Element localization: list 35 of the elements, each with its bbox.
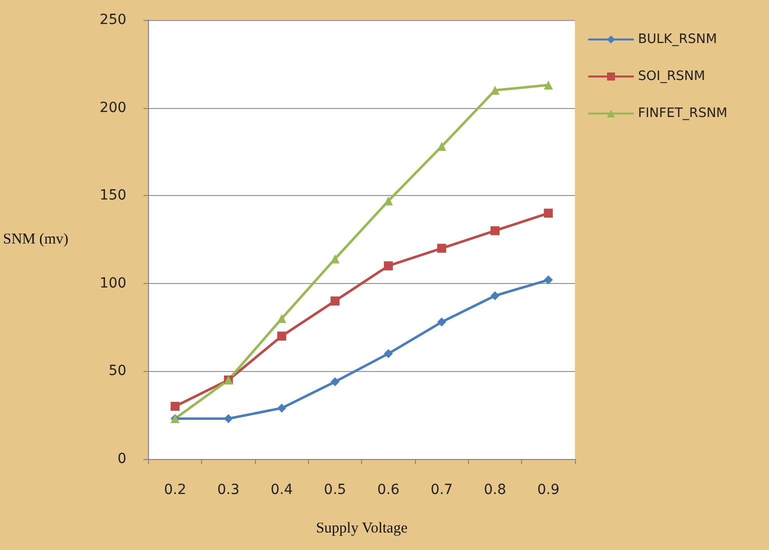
y-axis-title: SNM (mv) bbox=[3, 232, 68, 248]
x-tick-label: 0.7 bbox=[430, 482, 453, 498]
point bbox=[277, 332, 286, 341]
x-tick-label: 0.4 bbox=[270, 482, 293, 498]
y-tick-label: 100 bbox=[100, 275, 126, 292]
point bbox=[277, 404, 286, 413]
x-tick-label: 0.6 bbox=[377, 482, 400, 498]
x-tick-label: 0.3 bbox=[217, 482, 240, 498]
y-tick-label: 250 bbox=[100, 12, 126, 28]
point bbox=[277, 314, 286, 324]
y-tick-label: 150 bbox=[100, 188, 126, 204]
x-tick-label: 0.5 bbox=[324, 482, 346, 498]
legend-label: SOI_RSNM bbox=[638, 69, 706, 84]
x-tick-label: 0.9 bbox=[537, 482, 560, 498]
x-axis-title: Supply Voltage bbox=[316, 520, 408, 536]
x-tick-label: 0.2 bbox=[164, 482, 186, 498]
point bbox=[384, 349, 393, 358]
point bbox=[490, 226, 500, 236]
x-tick-label: 0.8 bbox=[484, 482, 506, 498]
point bbox=[544, 208, 553, 218]
point bbox=[544, 275, 553, 284]
y-tick-label: 50 bbox=[108, 363, 126, 380]
point bbox=[330, 377, 340, 386]
point bbox=[384, 261, 393, 270]
y-tick-label: 0 bbox=[118, 451, 126, 467]
legend-label: BULK_RSNM bbox=[638, 32, 717, 47]
point bbox=[490, 291, 500, 300]
point bbox=[544, 80, 553, 90]
point bbox=[330, 254, 340, 264]
point bbox=[170, 402, 180, 411]
point bbox=[330, 296, 340, 306]
legend-label: FINFET_RSNM bbox=[638, 106, 728, 121]
point bbox=[437, 318, 446, 327]
y-tick-label: 200 bbox=[100, 100, 126, 116]
point bbox=[437, 244, 446, 253]
